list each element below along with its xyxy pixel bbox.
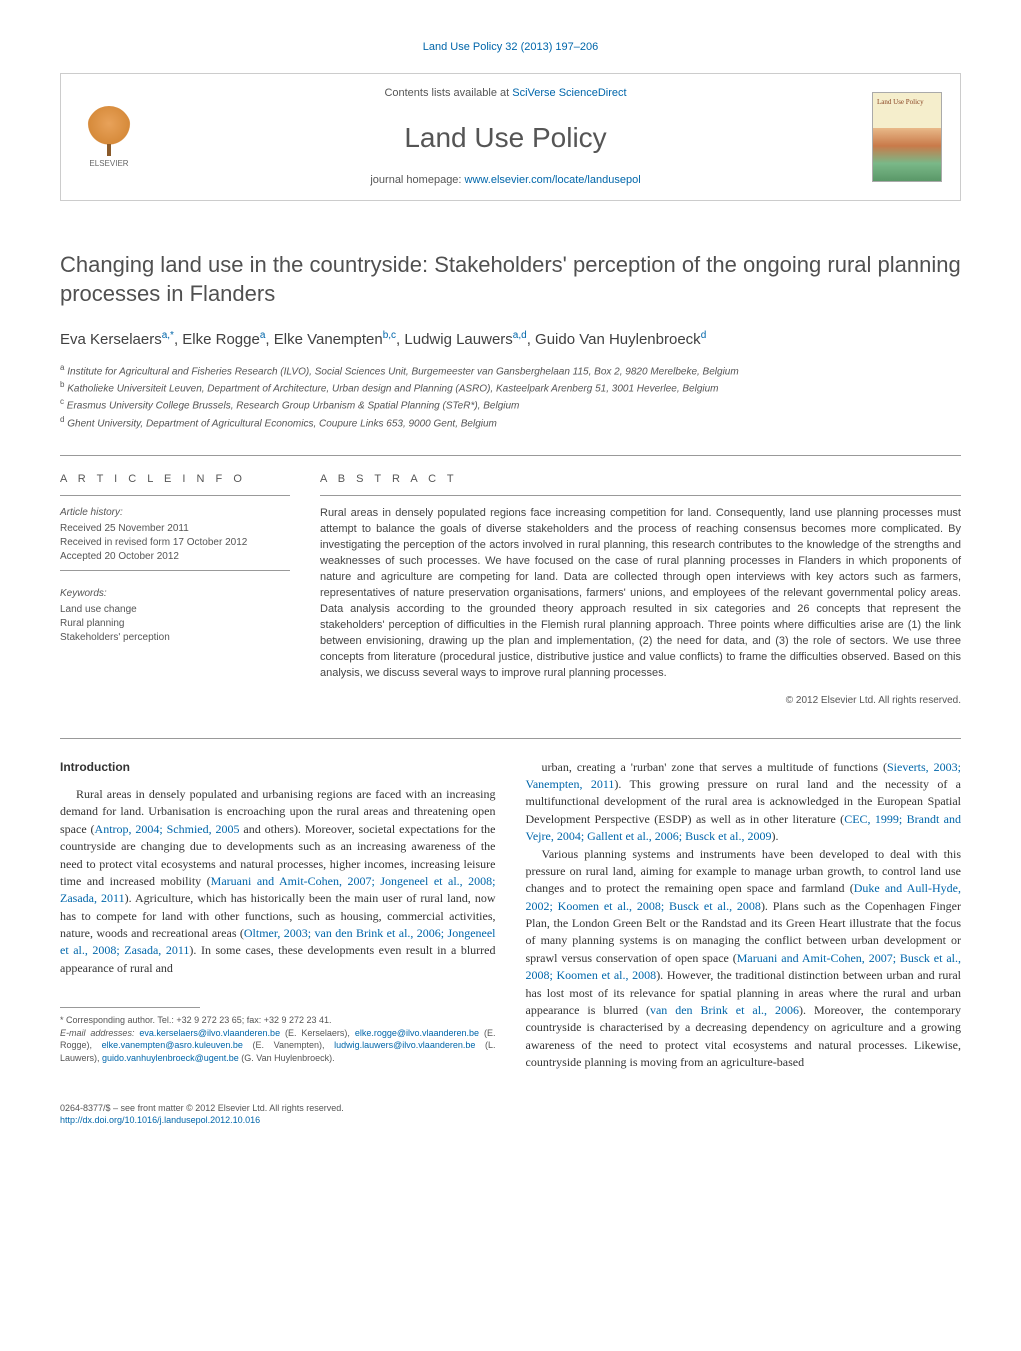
- abstract-text: Rural areas in densely populated regions…: [320, 506, 961, 681]
- email-link[interactable]: guido.vanhuylenbroeck@ugent.be: [102, 1053, 239, 1063]
- bottom-bar: 0264-8377/$ – see front matter © 2012 El…: [60, 1102, 961, 1127]
- footnote-divider: [60, 1007, 200, 1008]
- info-divider: [60, 570, 290, 571]
- section-heading-introduction: Introduction: [60, 759, 496, 776]
- journal-reference: Land Use Policy 32 (2013) 197–206: [60, 40, 961, 55]
- article-info-heading: a r t i c l e i n f o: [60, 472, 290, 487]
- abstract-copyright: © 2012 Elsevier Ltd. All rights reserved…: [320, 694, 961, 708]
- affiliation-line: a Institute for Agricultural and Fisheri…: [60, 362, 961, 379]
- history-received: Received 25 November 2011: [60, 522, 290, 536]
- article-title: Changing land use in the countryside: St…: [60, 251, 961, 308]
- keywords-label: Keywords:: [60, 587, 290, 601]
- elsevier-tree-icon: [87, 106, 131, 150]
- body-column-left: Introduction Rural areas in densely popu…: [60, 759, 496, 1072]
- abstract-heading: a b s t r a c t: [320, 472, 961, 487]
- divider: [60, 738, 961, 739]
- abstract-column: a b s t r a c t Rural areas in densely p…: [320, 472, 961, 708]
- history-accepted: Accepted 20 October 2012: [60, 550, 290, 564]
- history-revised: Received in revised form 17 October 2012: [60, 536, 290, 550]
- sciencedirect-link[interactable]: SciVerse ScienceDirect: [512, 87, 626, 99]
- doi-link[interactable]: http://dx.doi.org/10.1016/j.landusepol.2…: [60, 1115, 260, 1125]
- email-addresses: E-mail addresses: eva.kerselaers@ilvo.vl…: [60, 1027, 496, 1065]
- keyword: Stakeholders' perception: [60, 631, 290, 645]
- cover-text: Land Use Policy: [877, 99, 937, 107]
- journal-cover-thumbnail: Land Use Policy: [872, 92, 942, 182]
- body-paragraph: urban, creating a 'rurban' zone that ser…: [526, 759, 962, 846]
- contents-line: Contents lists available at SciVerse Sci…: [159, 86, 852, 101]
- keyword: Land use change: [60, 603, 290, 617]
- abstract-divider: [320, 495, 961, 496]
- email-link[interactable]: elke.vanempten@asro.kuleuven.be: [102, 1040, 243, 1050]
- header-center: Contents lists available at SciVerse Sci…: [139, 86, 872, 188]
- affiliation-line: c Erasmus University College Brussels, R…: [60, 396, 961, 413]
- contents-prefix: Contents lists available at: [384, 87, 512, 99]
- citation[interactable]: Antrop, 2004; Schmied, 2005: [95, 822, 240, 836]
- body-two-column: Introduction Rural areas in densely popu…: [60, 759, 961, 1072]
- body-column-right: urban, creating a 'rurban' zone that ser…: [526, 759, 962, 1072]
- history-label: Article history:: [60, 506, 290, 520]
- journal-name: Land Use Policy: [159, 118, 852, 157]
- citation[interactable]: van den Brink et al., 2006: [650, 1003, 799, 1017]
- body-paragraph: Rural areas in densely populated and urb…: [60, 786, 496, 977]
- corresponding-line: * Corresponding author. Tel.: +32 9 272 …: [60, 1014, 496, 1027]
- body-paragraph: Various planning systems and instruments…: [526, 846, 962, 1072]
- info-abstract-row: a r t i c l e i n f o Article history: R…: [60, 472, 961, 708]
- body-text: urban, creating a 'rurban' zone that ser…: [542, 760, 888, 774]
- keyword: Rural planning: [60, 617, 290, 631]
- affiliations: a Institute for Agricultural and Fisheri…: [60, 362, 961, 431]
- homepage-prefix: journal homepage:: [370, 174, 464, 186]
- article-info-box: a r t i c l e i n f o Article history: R…: [60, 472, 290, 708]
- issn-line: 0264-8377/$ – see front matter © 2012 El…: [60, 1102, 961, 1115]
- divider: [60, 455, 961, 456]
- affiliation-line: d Ghent University, Department of Agricu…: [60, 414, 961, 431]
- elsevier-logo: ELSEVIER: [79, 102, 139, 172]
- homepage-link[interactable]: www.elsevier.com/locate/landusepol: [465, 174, 641, 186]
- email-link[interactable]: elke.rogge@ilvo.vlaanderen.be: [355, 1028, 479, 1038]
- corresponding-author-footnote: * Corresponding author. Tel.: +32 9 272 …: [60, 1014, 496, 1064]
- info-divider: [60, 495, 290, 496]
- homepage-line: journal homepage: www.elsevier.com/locat…: [159, 173, 852, 188]
- authors-line: Eva Kerselaersa,*, Elke Roggea, Elke Van…: [60, 329, 961, 350]
- body-text: ).: [771, 829, 778, 843]
- email-link[interactable]: eva.kerselaers@ilvo.vlaanderen.be: [139, 1028, 280, 1038]
- elsevier-label: ELSEVIER: [89, 158, 128, 169]
- email-link[interactable]: ludwig.lauwers@ilvo.vlaanderen.be: [334, 1040, 475, 1050]
- journal-header: ELSEVIER Contents lists available at Sci…: [60, 73, 961, 201]
- affiliation-line: b Katholieke Universiteit Leuven, Depart…: [60, 379, 961, 396]
